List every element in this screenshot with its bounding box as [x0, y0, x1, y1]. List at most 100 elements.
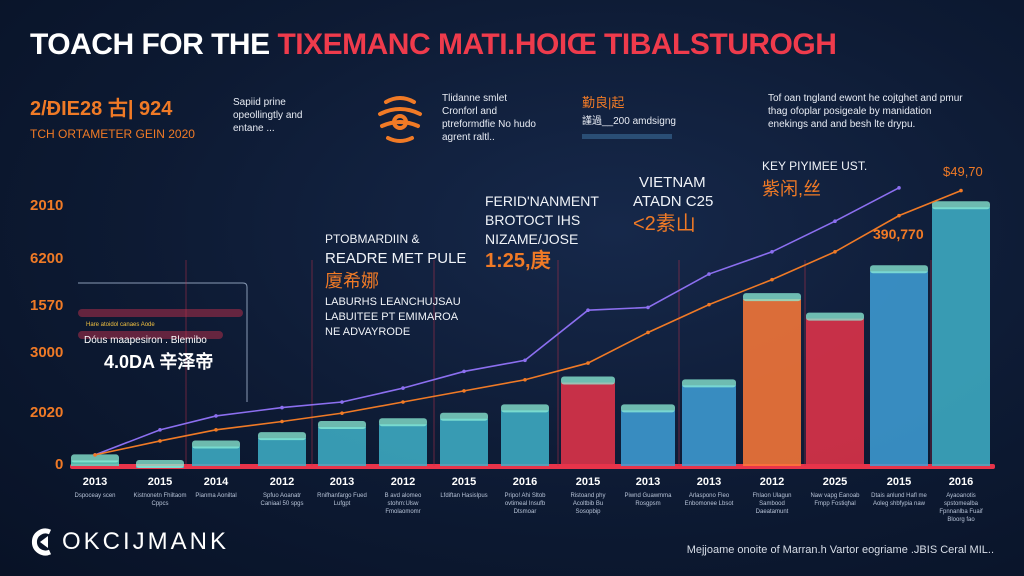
x-tick: 2012 — [759, 476, 785, 488]
line-point — [280, 419, 284, 424]
line-point — [586, 361, 590, 365]
annotation-4: KEY PIYIMEE UST. 紫闲,丝 — [762, 157, 867, 199]
stat-1: 2/ĐIE28 古| 924 TCH ORTAMETER GEIN 2020 — [30, 92, 195, 141]
value-label-1: 390,770 — [873, 226, 924, 242]
line-point — [959, 188, 963, 193]
bar — [501, 404, 549, 466]
logo: OKCIJMANK — [30, 528, 229, 556]
x-tick-description: Arlaspono Fleo Enbomonee Lbsot — [684, 493, 734, 507]
annotation-1-l1: PTOBMARDIIN & — [325, 232, 420, 246]
line-point — [707, 272, 711, 276]
bar — [932, 201, 990, 467]
x-tick: 2012 — [390, 476, 416, 488]
stat-3-value: 勤良|起 — [582, 95, 625, 110]
callout-line1: Hare atoidol canaes Aode — [86, 322, 155, 328]
x-tick: 2025 — [822, 476, 848, 488]
x-tick: 2013 — [82, 476, 108, 488]
x-tick-description: Piwnd Guawmma Rosgpsm — [624, 493, 672, 507]
annotation-2-l3: NIZAME/JOSE — [485, 231, 579, 247]
x-tick-description: Pianma Aoniltal — [195, 493, 237, 499]
logo-text: OKCIJMANK — [62, 528, 230, 555]
x-tick: 2012 — [269, 476, 295, 488]
stat-3-bar — [582, 134, 672, 139]
page-title: TOACH FOR THE TIXEMANC MATI.HOIŒ TIBALST… — [30, 28, 837, 62]
annotation-1-l5: NE ADVAYRODE — [325, 326, 411, 338]
line-point — [646, 305, 650, 310]
annotation-3-value: <2素山 — [633, 213, 696, 235]
bar — [561, 376, 615, 466]
annotation-4-l1: KEY PIYIMEE UST. — [762, 159, 868, 173]
bar — [71, 454, 119, 466]
x-tick: 2015 — [886, 476, 912, 488]
x-tick-description: B avd alomeo stohm:Ulsw Fmolaomomr — [384, 493, 422, 515]
bar — [258, 432, 306, 466]
line-point — [462, 369, 466, 374]
callout-bar — [78, 309, 243, 317]
stat-2-text: Tlidanne smlet Cronforl and ptreformdfie… — [442, 93, 536, 143]
annotation-2: FERID'NANMENT BROTOCT IHS NIZAME/JOSE 1:… — [485, 192, 599, 271]
x-tick: 2014 — [203, 476, 229, 488]
annotation-4-cjk: 紫闲,丝 — [762, 179, 822, 199]
line-point — [340, 400, 344, 404]
callout-bar — [78, 331, 223, 339]
x-tick: 2015 — [451, 476, 477, 488]
logo-icon — [31, 528, 52, 556]
x-tick-description: Naw vapg Eanoab Fmpp Fostiqhal — [810, 493, 860, 507]
line-point — [340, 411, 344, 415]
line-point — [158, 439, 162, 443]
x-tick: 2013 — [635, 476, 661, 488]
x-tick-description: Fhlaon Ulagun Sambood Daeatamunt — [752, 493, 792, 515]
annotation-1-l3: LABURHS LEANCHUJSAU — [325, 296, 461, 308]
line-point — [770, 277, 774, 282]
stat-4-text: Tof oan tngland ewont he cojtghet and pm… — [768, 93, 963, 130]
annotation-2-l1: FERID'NANMENT — [485, 193, 599, 209]
y-tick: 6200 — [30, 250, 64, 267]
x-tick-description: Ayaoanotis spstomealba Fpnnanlba Fuaif B… — [939, 493, 983, 523]
bar — [192, 440, 240, 466]
annotation-1-l4: LABUITEE PT EMIMAROA — [325, 311, 459, 323]
title-white: TOACH FOR THE — [30, 28, 270, 61]
line-point — [770, 250, 774, 254]
line-point — [897, 186, 901, 190]
x-tick: 2015 — [147, 476, 173, 488]
line-point — [586, 308, 590, 313]
x-tick: 2015 — [575, 476, 601, 488]
bar — [621, 404, 675, 466]
annotation-3-l2: ATADN C25 — [633, 193, 714, 210]
line-point — [523, 377, 527, 382]
line-point — [280, 405, 284, 410]
line-point — [214, 428, 218, 432]
annotation-1: PTOBMARDIIN & READRE MET PULE 廈希娜 LABURH… — [325, 230, 466, 340]
annotation-1-cjk: 廈希娜 — [325, 271, 379, 291]
annotation-2-value: 1:25,庚 — [485, 250, 551, 272]
line-point — [401, 400, 405, 404]
bar — [136, 460, 184, 468]
y-tick: 1570 — [30, 297, 64, 314]
line-point — [462, 389, 466, 393]
line-point — [523, 358, 527, 363]
line-point — [401, 386, 405, 390]
y-tick: 3000 — [30, 344, 64, 361]
x-tick: 2013 — [696, 476, 722, 488]
bar — [379, 418, 427, 466]
bar — [440, 412, 488, 466]
cityscape-icon: 勤良|起 謹過__200 amdsigng — [582, 92, 676, 139]
x-tick-description: Lfdiftan Hasislpus — [440, 493, 488, 499]
bar — [682, 379, 736, 466]
line-point — [93, 453, 97, 457]
value-label-2: $49,70 — [943, 164, 983, 179]
stat-1-value: 2/ĐIE28 古| 924 — [30, 98, 173, 120]
line-point — [833, 250, 837, 254]
callout-line2: Dóus maapesiron . Blemibo — [84, 335, 207, 346]
x-tick-description: Dtais anlund Hafl me Aoleg shbfypia naw — [871, 493, 927, 507]
callout-frame — [78, 282, 248, 402]
x-tick: 2016 — [512, 476, 538, 488]
bar — [743, 293, 801, 466]
x-tick: 2013 — [329, 476, 355, 488]
x-tick-description: Ristoand phy Acoltbib Bu Sosopbip — [570, 493, 606, 515]
y-tick: 2010 — [30, 197, 64, 214]
line-point — [833, 219, 837, 223]
bar — [806, 312, 864, 466]
purple-line — [94, 187, 900, 456]
